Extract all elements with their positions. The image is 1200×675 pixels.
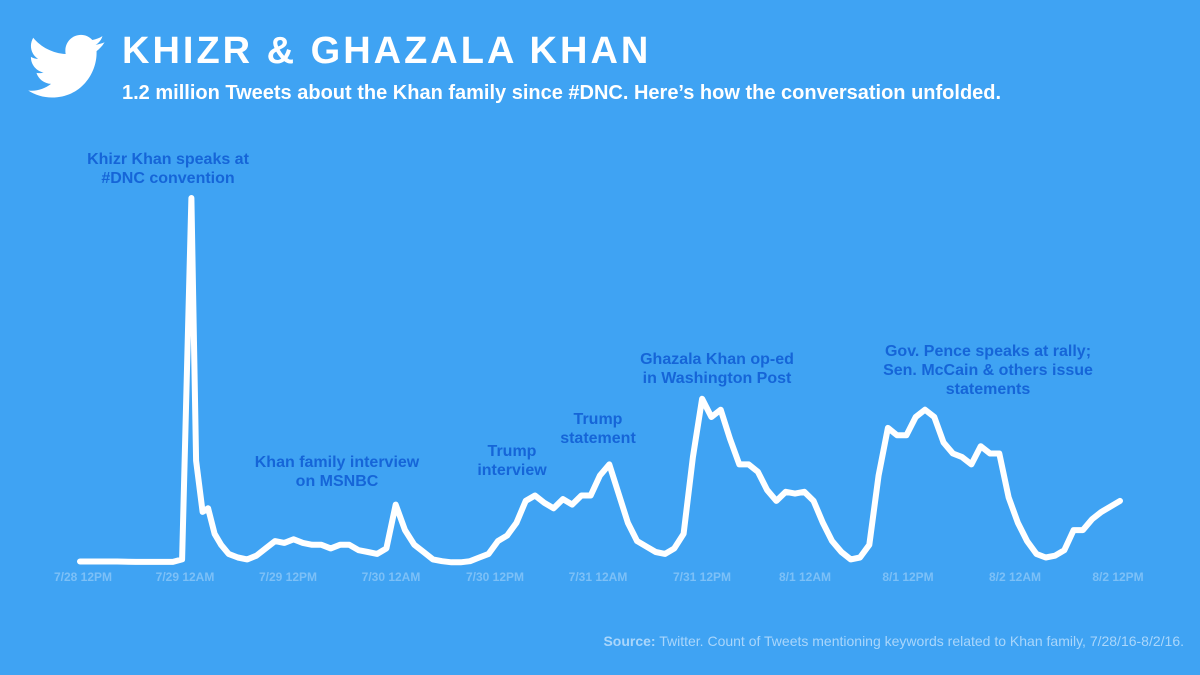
x-axis-ticks: 7/28 12PM 7/29 12AM 7/29 12PM 7/30 12AM 7/30…: [54, 570, 1144, 584]
x-tick-label: 7/28 12PM: [54, 570, 112, 584]
source-note: Source: Twitter. Count of Tweets mention…: [603, 633, 1184, 649]
annotation-line: statement: [560, 430, 636, 447]
x-tick-label: 7/30 12AM: [362, 570, 421, 584]
x-tick-label: 7/31 12PM: [673, 570, 731, 584]
annotation-4: Ghazala Khan op-ed in Washington Post: [640, 351, 794, 387]
annotation-line: Sen. McCain & others issue: [883, 362, 1093, 379]
annotation-2: Trump interview: [477, 443, 547, 479]
twitter-bird-icon: [28, 34, 105, 98]
annotations: Khizr Khan speaks at #DNC convention Khan …: [87, 151, 1093, 490]
x-tick-label: 7/31 12AM: [569, 570, 628, 584]
annotation-line: Trump: [488, 443, 537, 460]
annotation-line: Trump: [574, 411, 623, 428]
annotation-5: Gov. Pence speaks at rally; Sen. McCain &…: [883, 343, 1093, 398]
x-tick-label: 7/30 12PM: [466, 570, 524, 584]
x-tick-label: 8/2 12AM: [989, 570, 1041, 584]
chart-title: KHIZR & GHAZALA KHAN: [122, 30, 652, 72]
chart-header: KHIZR & GHAZALA KHAN 1.2 million Tweets …: [0, 0, 1200, 130]
annotation-3: Trump statement: [560, 411, 636, 447]
x-tick-label: 8/1 12PM: [882, 570, 933, 584]
annotation-line: Ghazala Khan op-ed: [640, 351, 794, 368]
x-tick-label: 7/29 12PM: [259, 570, 317, 584]
annotation-line: Khan family interview: [255, 454, 420, 471]
source-label: Source:: [603, 633, 656, 649]
line-layer: [77, 195, 1123, 566]
annotation-line: interview: [477, 462, 547, 479]
annotation-line: Gov. Pence speaks at rally;: [885, 343, 1091, 360]
x-tick-label: 8/1 12AM: [779, 570, 831, 584]
x-tick-label: 8/2 12PM: [1092, 570, 1143, 584]
annotation-line: statements: [946, 381, 1031, 398]
annotation-0: Khizr Khan speaks at #DNC convention: [87, 151, 250, 187]
source-text: Twitter. Count of Tweets mentioning keyw…: [655, 633, 1184, 649]
annotation-line: in Washington Post: [643, 370, 792, 387]
annotation-1: Khan family interview on MSNBC: [255, 454, 420, 490]
x-tick-label: 7/29 12AM: [156, 570, 215, 584]
annotation-line: #DNC convention: [101, 170, 234, 187]
annotation-line: on MSNBC: [296, 473, 379, 490]
annotation-line: Khizr Khan speaks at: [87, 151, 250, 168]
chart-subtitle: 1.2 million Tweets about the Khan family…: [122, 82, 1002, 104]
series-line-0: [77, 195, 1123, 566]
